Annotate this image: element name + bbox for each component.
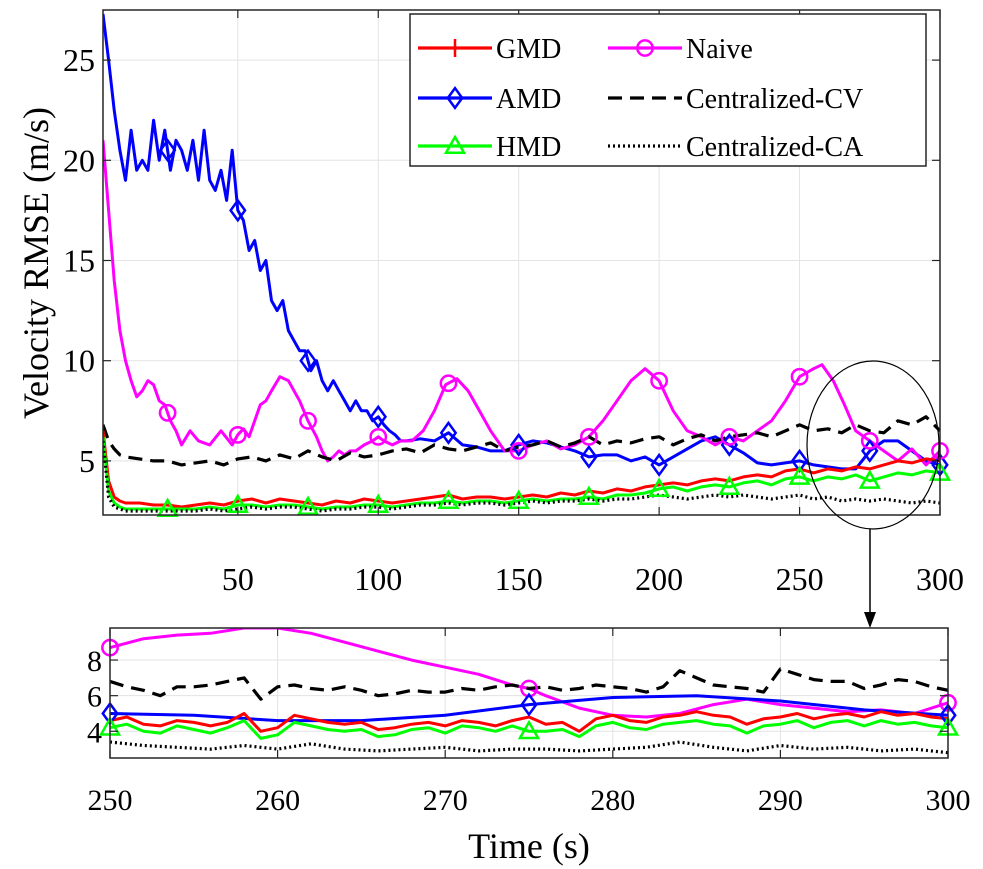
series-marker-naive — [509, 441, 528, 460]
zoom-series-group — [98, 628, 960, 755]
series-marker-hmd — [437, 489, 460, 509]
main-series-group — [103, 13, 952, 517]
legend-label-amd: AMD — [496, 84, 561, 115]
legend: GMD Naive AMD Centralized-CV HMD Centralized-… — [409, 13, 927, 167]
series-marker-amd — [229, 198, 247, 223]
zoom-ticks: 250 260 270 280 290 300 468 — [87, 628, 971, 817]
y-tick-label: 4 — [87, 716, 102, 749]
legend-label-gmd: GMD — [496, 34, 561, 65]
series-marker-naive — [369, 427, 388, 446]
x-tick-label: 250 — [776, 561, 824, 597]
series-marker-amd — [790, 448, 809, 473]
series-marker-naive — [720, 427, 739, 446]
y-tick-label: 6 — [87, 681, 102, 714]
zoom-plot-frame — [109, 627, 949, 759]
zoom-x-axis-label: Time (s) — [468, 826, 590, 866]
main-plot-frame — [102, 9, 941, 516]
x-tick-label: 150 — [495, 561, 543, 597]
x-tick-label: 300 — [926, 784, 971, 817]
x-tick-label: 300 — [916, 561, 964, 597]
legend-label-hmd: HMD — [496, 132, 561, 163]
zoom-plot: 250 260 270 280 290 300 468 Time (s) — [87, 627, 971, 866]
series-marker-naive — [790, 367, 809, 386]
x-tick-label: 50 — [222, 561, 254, 597]
series-line-gmd — [103, 430, 940, 509]
series-marker-amd — [509, 432, 528, 457]
series-marker-hmd — [858, 469, 881, 489]
series-marker-hmd — [577, 485, 601, 505]
series-marker-naive — [580, 427, 598, 446]
series-marker-amd — [580, 444, 598, 469]
series-marker-naive — [158, 403, 177, 422]
series-line-centralized-ca — [103, 440, 940, 513]
y-tick-label: 20 — [63, 142, 95, 178]
series-line-hmd — [110, 719, 948, 740]
legend-box — [409, 13, 927, 167]
series-line-gmd — [110, 710, 948, 733]
main-y-axis-label: Velocity RMSE (m/s) — [16, 107, 56, 419]
legend-marker-gmd — [446, 39, 464, 57]
series-marker-amd — [369, 404, 388, 429]
series-marker-amd — [520, 692, 538, 717]
y-tick-label: 5 — [79, 443, 95, 479]
zoom-arrow-head — [864, 612, 876, 628]
main-plot: 50 100 150 200 250 300 5 10 15 20 25 Velocity RMSE… — [16, 9, 964, 628]
x-tick-label: 250 — [88, 784, 133, 817]
legend-marker-naive — [636, 39, 654, 57]
series-marker-amd — [650, 452, 668, 477]
series-marker-hmd — [788, 465, 811, 485]
y-tick-label: 10 — [63, 343, 95, 379]
series-marker-hmd — [718, 475, 741, 495]
legend-entries: GMD Naive AMD Centralized-CV HMD Centralized-… — [418, 34, 864, 163]
x-tick-label: 260 — [255, 784, 300, 817]
zoom-highlight-ellipse — [806, 360, 940, 530]
y-tick-label: 8 — [87, 645, 102, 678]
x-tick-label: 290 — [758, 784, 803, 817]
series-marker-naive — [860, 431, 879, 450]
series-marker-naive — [439, 374, 458, 393]
x-tick-label: 270 — [423, 784, 468, 817]
legend-marker-amd — [446, 85, 464, 111]
x-tick-label: 100 — [354, 561, 402, 597]
legend-label-centralized-ca: Centralized-CA — [686, 132, 864, 163]
y-tick-label: 15 — [63, 242, 95, 278]
series-marker-naive — [650, 371, 669, 390]
y-tick-label: 25 — [63, 42, 95, 78]
x-tick-label: 280 — [590, 784, 635, 817]
series-marker-hmd — [296, 495, 320, 515]
series-marker-hmd — [647, 477, 671, 497]
x-tick-label: 200 — [635, 561, 683, 597]
series-marker-amd — [158, 138, 177, 163]
main-ticks: 50 100 150 200 250 300 5 10 15 20 25 — [63, 10, 964, 597]
legend-marker-hmd — [443, 134, 467, 154]
series-marker-naive — [299, 411, 317, 430]
series-line-centralized-cv — [110, 667, 948, 701]
series-marker-naive — [228, 425, 247, 444]
series-marker-hmd — [517, 719, 541, 740]
series-marker-amd — [299, 348, 317, 373]
series-line-centralized-ca — [110, 740, 948, 755]
legend-label-naive: Naive — [686, 34, 753, 65]
legend-label-centralized-cv: Centralized-CV — [686, 84, 863, 115]
series-marker-amd — [439, 420, 458, 445]
